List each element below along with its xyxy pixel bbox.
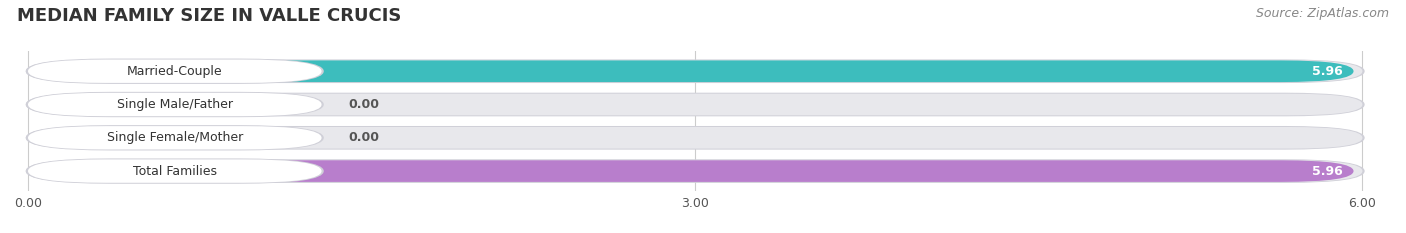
FancyBboxPatch shape: [28, 60, 1362, 82]
FancyBboxPatch shape: [25, 58, 323, 84]
Text: Total Families: Total Families: [132, 164, 217, 178]
FancyBboxPatch shape: [25, 59, 1365, 83]
FancyBboxPatch shape: [28, 159, 322, 183]
Text: Married-Couple: Married-Couple: [127, 65, 222, 78]
FancyBboxPatch shape: [25, 92, 323, 117]
FancyBboxPatch shape: [25, 125, 323, 151]
FancyBboxPatch shape: [25, 126, 1365, 150]
FancyBboxPatch shape: [25, 158, 323, 184]
FancyBboxPatch shape: [28, 160, 1354, 182]
Text: 0.00: 0.00: [349, 98, 380, 111]
Text: 5.96: 5.96: [1312, 65, 1343, 78]
Text: 0.00: 0.00: [349, 131, 380, 144]
FancyBboxPatch shape: [28, 60, 322, 83]
FancyBboxPatch shape: [28, 126, 322, 150]
FancyBboxPatch shape: [28, 60, 1354, 82]
FancyBboxPatch shape: [25, 159, 1365, 183]
Text: Single Female/Mother: Single Female/Mother: [107, 131, 243, 144]
FancyBboxPatch shape: [28, 127, 1362, 149]
Text: Single Male/Father: Single Male/Father: [117, 98, 233, 111]
FancyBboxPatch shape: [28, 94, 1362, 115]
Text: 5.96: 5.96: [1312, 164, 1343, 178]
FancyBboxPatch shape: [25, 93, 1365, 116]
FancyBboxPatch shape: [28, 160, 1362, 182]
FancyBboxPatch shape: [28, 93, 322, 116]
Text: MEDIAN FAMILY SIZE IN VALLE CRUCIS: MEDIAN FAMILY SIZE IN VALLE CRUCIS: [17, 7, 401, 25]
Text: Source: ZipAtlas.com: Source: ZipAtlas.com: [1256, 7, 1389, 20]
